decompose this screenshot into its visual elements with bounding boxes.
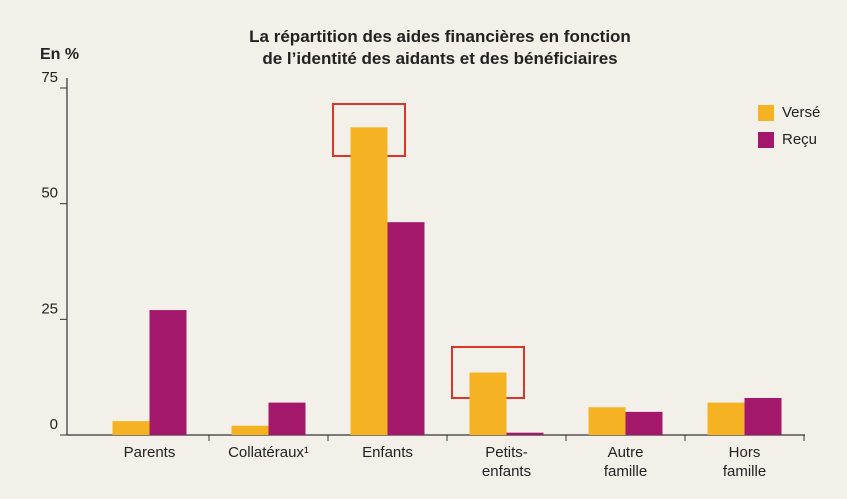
x-tick-label: Enfants (362, 444, 413, 461)
chart-title: La répartition des aides financières en … (249, 27, 631, 68)
x-tick-label: Collatéraux¹ (228, 444, 309, 461)
bar (149, 310, 187, 435)
legend-swatch (758, 105, 774, 121)
bar (112, 421, 150, 435)
y-tick-label: 75 (41, 69, 58, 86)
bar (744, 397, 782, 435)
legend-swatch (758, 132, 774, 148)
y-tick-label: 50 (41, 185, 58, 202)
bar (625, 411, 663, 435)
x-tick-label: Autre famille (603, 444, 648, 480)
x-tick-label: Hors famille (722, 444, 767, 480)
x-tick-label: Parents (123, 444, 176, 461)
legend-label: Versé (782, 104, 820, 121)
x-tick-label: Petits- enfants (481, 444, 532, 480)
bar (231, 425, 269, 435)
legend-label: Reçu (782, 131, 817, 148)
bar (268, 402, 306, 435)
bar (350, 127, 388, 436)
y-tick-label: 0 (50, 416, 58, 433)
bar (387, 222, 425, 435)
y-axis-label: En % (40, 46, 80, 63)
y-tick-label: 25 (41, 300, 58, 317)
bar (469, 372, 507, 435)
bar (506, 432, 544, 435)
bar (707, 402, 745, 435)
bar (588, 407, 626, 435)
